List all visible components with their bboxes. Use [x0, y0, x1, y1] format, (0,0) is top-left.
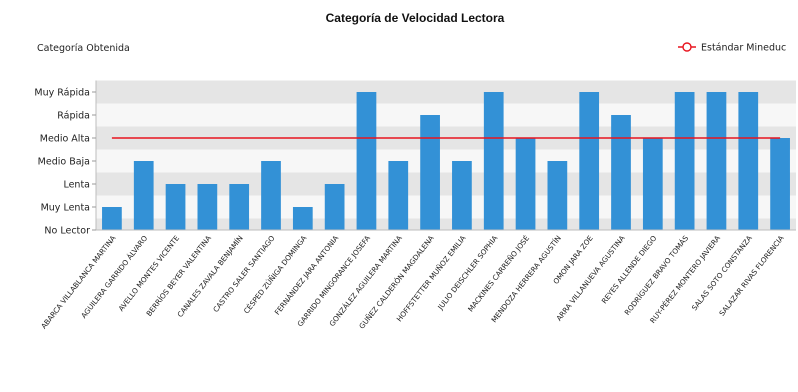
bar [229, 184, 250, 230]
y-tick-label: No Lector [44, 226, 90, 237]
bar [452, 161, 472, 230]
y-tick-label: Medio Baja [38, 157, 90, 168]
bar-series [102, 92, 790, 230]
bar [165, 184, 186, 230]
x-tick-label: SALAZAR RIVAS FLORENCIA [717, 234, 785, 318]
bar [388, 161, 409, 230]
x-tick-label: JULIO DEISCHLER SOPHIA [435, 234, 499, 312]
bar [292, 207, 313, 230]
x-tick-label: REYES ALLENDE DIEGO [600, 233, 659, 305]
legend-marker-icon [682, 42, 692, 52]
bar [356, 92, 377, 230]
legend-label: Estándar Mineduc [701, 43, 786, 54]
grid-band [96, 218, 796, 230]
bar [770, 138, 790, 230]
x-tick-label: CÉSPED ZÚÑIGA DOMINGA [242, 234, 309, 316]
bar [197, 184, 218, 230]
y-tick-label: Muy Lenta [41, 203, 90, 214]
x-tick-label: FERNÁNDEZ JARA ANTONIA [273, 234, 341, 317]
legend: Estándar Mineduc [678, 42, 786, 54]
x-tick-label: BERRÍOS BEYER VALENTINA [144, 234, 213, 318]
chart-title: Categoría de Velocidad Lectora [326, 11, 505, 25]
bar [579, 92, 600, 230]
bar [515, 138, 536, 230]
y-axis: No Lector Muy Lenta Lenta Medio Baja Medio A… [34, 80, 97, 237]
y-tick-label: Lenta [63, 180, 90, 191]
bar [547, 161, 568, 230]
bar [611, 115, 631, 230]
bar [420, 115, 440, 230]
bar [324, 184, 345, 230]
bar [483, 92, 504, 230]
bar [706, 92, 727, 230]
grid-band [96, 80, 796, 104]
x-tick-label: AVELLO MONTES VICENTE [116, 233, 181, 313]
bar [261, 161, 281, 230]
bar [133, 161, 154, 230]
x-tick-label: MACKINES CARREÑO JOSÉ [466, 233, 531, 313]
bar [102, 207, 122, 230]
bar [738, 92, 759, 230]
x-tick-label: RODRÍGUEZ BRAVO TOMÁS [623, 233, 691, 316]
bar [642, 138, 663, 230]
y-tick-label: Rápida [57, 111, 90, 122]
y-axis-title: Categoría Obtenida [37, 43, 130, 54]
y-tick-label: Muy Rápida [34, 88, 90, 99]
x-tick-label: SALAS SOTO CONSTANZA [690, 234, 754, 313]
x-tick-label: CANALES ZAVALA BENJAMÍN [175, 234, 244, 319]
x-tick-label: AGUILERA GARRIDO ÁLVARO [79, 233, 149, 320]
y-tick-label: Medio Alta [40, 134, 90, 145]
x-tick-label: CASTRO SALER SANTIAGO [211, 233, 277, 313]
bar [674, 92, 695, 230]
